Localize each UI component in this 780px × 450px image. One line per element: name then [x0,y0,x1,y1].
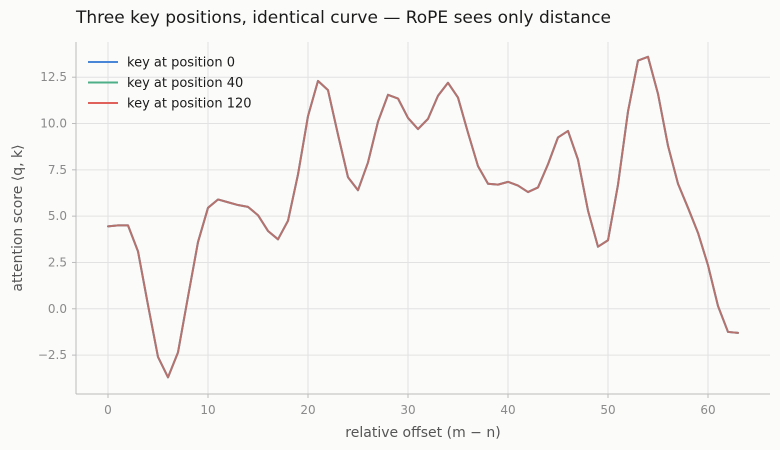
legend-label-2: key at position 40 [127,76,243,91]
x-tick-label: 20 [300,403,315,417]
x-tick-label: 30 [400,403,415,417]
legend-label-1: key at position 0 [127,56,235,71]
legend: key at position 0 key at position 40 key a… [88,56,252,112]
y-tick-label: 10.0 [40,117,67,131]
grid [76,42,770,394]
x-axis-label: relative offset (m − n) [345,425,500,441]
x-tick-label: 40 [500,403,515,417]
legend-label-3: key at position 120 [127,97,252,112]
y-tick-label: 0.0 [48,302,67,316]
series-line-3 [107,55,739,379]
x-tick-label: 0 [104,403,112,417]
y-tick-label: 12.5 [40,70,67,84]
y-axis-label: attention score ⟨q, k⟩ [10,144,26,291]
axes [75,42,770,395]
y-tick-label: 5.0 [48,209,67,223]
x-tick-label: 10 [200,403,215,417]
x-tick-label: 60 [700,403,715,417]
series-lines [107,55,739,379]
y-tick-label: 2.5 [48,255,67,269]
x-tick-label: 50 [600,403,615,417]
ticks: 0 10 20 30 40 50 60 −2.5 0.0 2.5 5.0 7.5 10.0 12.5 [38,70,716,417]
y-tick-label: 7.5 [48,163,67,177]
y-tick-label: −2.5 [38,348,67,362]
chart-title: Three key positions, identical curve — R… [76,8,612,28]
